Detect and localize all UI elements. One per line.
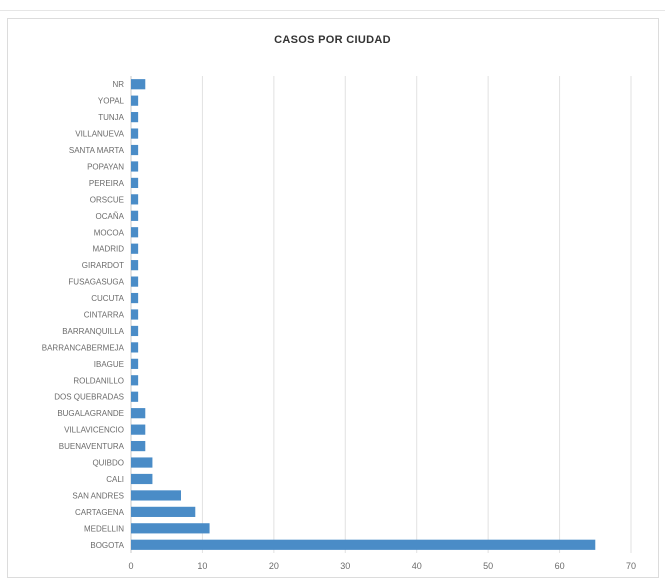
bar — [131, 292, 139, 304]
bar — [131, 391, 139, 402]
x-tick-label: 0 — [128, 561, 133, 571]
bar — [131, 457, 153, 468]
category-label: TUNJA — [98, 113, 124, 122]
bar — [131, 424, 146, 435]
category-label: QUIBDO — [92, 459, 124, 468]
top-divider — [0, 10, 665, 11]
bar — [131, 325, 139, 337]
bars — [131, 79, 596, 550]
category-label: FUSAGASUGA — [68, 278, 124, 287]
category-label: POPAYAN — [87, 162, 124, 171]
chart-frame — [7, 18, 659, 578]
category-label: NR — [112, 80, 124, 89]
bar — [131, 243, 139, 254]
category-label: VILLANUEVA — [75, 130, 124, 139]
bar — [131, 506, 196, 517]
bar — [131, 112, 139, 123]
category-label: IBAGUE — [94, 360, 124, 369]
x-tick-label: 40 — [412, 561, 422, 571]
category-label: SAN ANDRES — [72, 491, 124, 500]
bar — [131, 144, 139, 156]
x-tick-label: 50 — [483, 561, 493, 571]
x-tick-label: 10 — [197, 561, 207, 571]
category-label: BARRANCABERMEJA — [42, 343, 125, 352]
category-label: MOCOA — [94, 228, 125, 237]
category-label: SANTA MARTA — [69, 146, 125, 155]
x-axis-tick-labels: 0 10 20 30 40 50 60 70 — [128, 561, 636, 571]
category-label: MADRID — [92, 245, 124, 254]
category-label: ORSCUE — [90, 195, 124, 204]
category-label: BOGOTA — [90, 541, 124, 550]
category-label: YOPAL — [98, 97, 125, 106]
category-label: MEDELLIN — [84, 524, 124, 533]
category-label: CARTAGENA — [75, 508, 125, 517]
category-label: VILLAVICENCIO — [64, 426, 124, 435]
bar — [131, 440, 146, 452]
gridlines — [130, 76, 632, 553]
category-label: CALI — [106, 475, 124, 484]
category-label: PEREIRA — [89, 179, 125, 188]
category-label: OCAÑA — [96, 212, 125, 221]
category-label: CUCUTA — [91, 294, 124, 303]
x-tick-label: 70 — [626, 561, 636, 571]
bar — [131, 79, 146, 90]
category-label: BUGALAGRANDE — [57, 409, 124, 418]
x-tick-label: 30 — [340, 561, 350, 571]
category-label: CINTARRA — [84, 311, 125, 320]
category-labels: NR YOPAL TUNJA VILLANUEVA SANTA MARTA POPAYAN… — [42, 80, 125, 550]
category-label: GIRARDOT — [82, 261, 124, 270]
x-tick-label: 20 — [269, 561, 279, 571]
bar — [131, 375, 139, 386]
bar — [131, 309, 139, 320]
bar — [131, 194, 139, 205]
x-tick-label: 60 — [555, 561, 565, 571]
category-label: BARRANQUILLA — [62, 327, 124, 336]
bar — [131, 128, 139, 139]
bar — [131, 95, 139, 106]
bar — [131, 490, 181, 501]
bar — [131, 342, 139, 353]
bar — [131, 227, 139, 238]
bar — [131, 358, 139, 369]
bar — [131, 408, 146, 419]
category-label: BUENAVENTURA — [59, 442, 125, 451]
bar — [131, 523, 210, 534]
chart-title: CASOS POR CIUDAD — [274, 34, 391, 46]
category-label: DOS QUEBRADAS — [54, 393, 124, 402]
bar — [131, 276, 139, 287]
category-label: ROLDANILLO — [73, 376, 124, 385]
bar — [131, 177, 139, 189]
bar — [131, 539, 596, 550]
bar — [131, 161, 139, 172]
bar — [131, 260, 139, 271]
bar — [131, 210, 139, 221]
bar — [131, 473, 153, 485]
